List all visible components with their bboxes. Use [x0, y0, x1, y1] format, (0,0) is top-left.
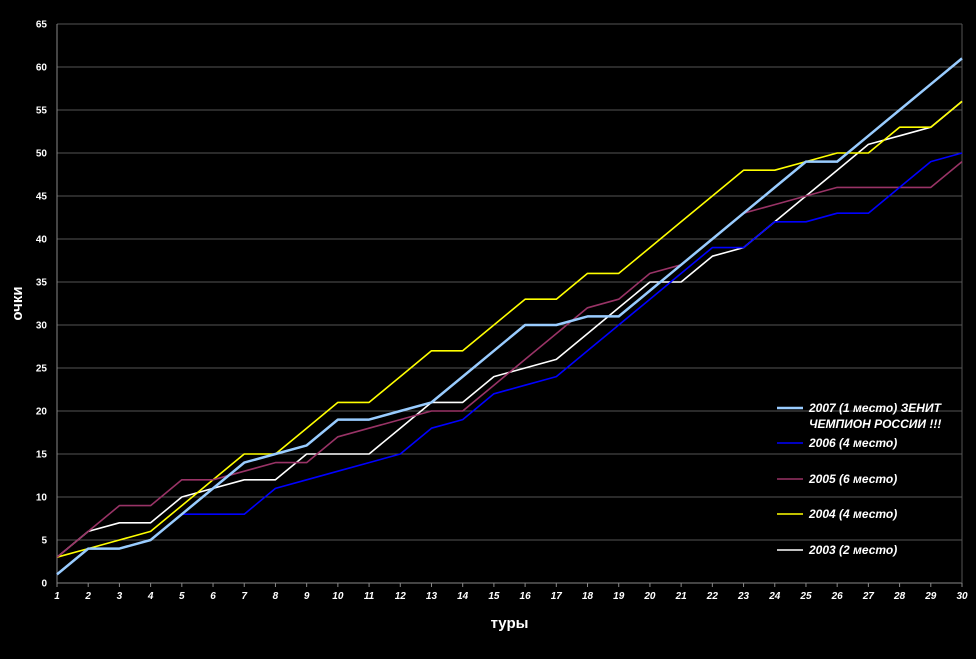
x-tick-label: 24	[768, 591, 781, 602]
series-line	[56, 160, 963, 558]
series-lines	[56, 57, 963, 576]
x-tick-label: 29	[924, 591, 937, 602]
x-tick-label: 6	[210, 591, 216, 602]
x-axis-title: туры	[491, 615, 529, 632]
x-tick-label: 19	[613, 591, 625, 602]
y-tick-label: 60	[36, 63, 48, 74]
x-tick-label: 14	[457, 591, 469, 602]
x-tick-label: 1	[54, 591, 60, 602]
x-tick-label: 2	[84, 591, 91, 602]
x-tick-label: 7	[241, 591, 247, 602]
y-tick-label: 10	[36, 493, 48, 504]
x-tick-label: 4	[147, 591, 154, 602]
x-tick-label: 22	[706, 591, 719, 602]
series-line	[56, 152, 963, 576]
legend-label-line2: ЧЕМПИОН РОССИИ !!!	[809, 417, 941, 431]
axes	[56, 24, 963, 587]
x-tick-label: 17	[551, 591, 563, 602]
y-tick-label: 30	[36, 321, 48, 332]
y-tick-label: 20	[36, 407, 48, 418]
y-axis-title: очки	[9, 286, 26, 320]
y-tick-label: 25	[36, 364, 48, 375]
x-tick-label: 26	[831, 591, 844, 602]
x-tick-label: 3	[117, 591, 123, 602]
x-tick-label: 30	[956, 591, 968, 602]
series-line	[56, 100, 963, 558]
y-tick-label: 5	[41, 536, 47, 547]
x-tick-label: 28	[893, 591, 906, 602]
x-tick-label: 23	[737, 591, 750, 602]
x-tick-label: 27	[862, 591, 875, 602]
x-tick-label: 8	[273, 591, 279, 602]
legend-label: 2003 (2 место)	[808, 543, 897, 557]
y-tick-label: 35	[36, 278, 48, 289]
y-tick-labels: 0 5 10 15 20 25 30 35 40 45 50 55 60 65	[36, 20, 48, 590]
legend-label: 2004 (4 место)	[808, 507, 897, 521]
y-tick-label: 65	[36, 20, 48, 31]
y-tick-label: 45	[36, 192, 48, 203]
x-tick-label: 21	[675, 591, 688, 602]
x-tick-label: 16	[520, 591, 532, 602]
legend: 2007 (1 место) ЗЕНИТ ЧЕМПИОН РОССИИ !!! 20…	[777, 401, 943, 557]
y-tick-label: 0	[41, 579, 47, 590]
x-tick-label: 20	[643, 591, 656, 602]
gridlines	[57, 23, 962, 541]
y-tick-label: 40	[36, 235, 48, 246]
x-tick-label: 11	[364, 591, 375, 602]
x-tick-label: 9	[304, 591, 310, 602]
x-tick-label: 15	[488, 591, 500, 602]
x-tick-label: 25	[799, 591, 812, 602]
x-tick-label: 18	[582, 591, 594, 602]
y-tick-label: 55	[36, 106, 48, 117]
x-tick-label: 12	[395, 591, 407, 602]
y-tick-label: 50	[36, 149, 48, 160]
legend-label: 2007 (1 место) ЗЕНИТ	[808, 401, 943, 415]
legend-label: 2006 (4 место)	[808, 436, 897, 450]
x-tick-label: 10	[332, 591, 344, 602]
x-tick-label: 5	[179, 591, 185, 602]
x-tick-label: 13	[426, 591, 438, 602]
y-tick-label: 15	[36, 450, 48, 461]
series-line	[56, 57, 963, 576]
x-tick-labels: 1 2 3 4 5 6 7 8 9 10 11 12 13 14 15 16 17 18 19 20 21 22 23 24 2…	[54, 591, 968, 602]
legend-label: 2005 (6 место)	[808, 472, 897, 486]
